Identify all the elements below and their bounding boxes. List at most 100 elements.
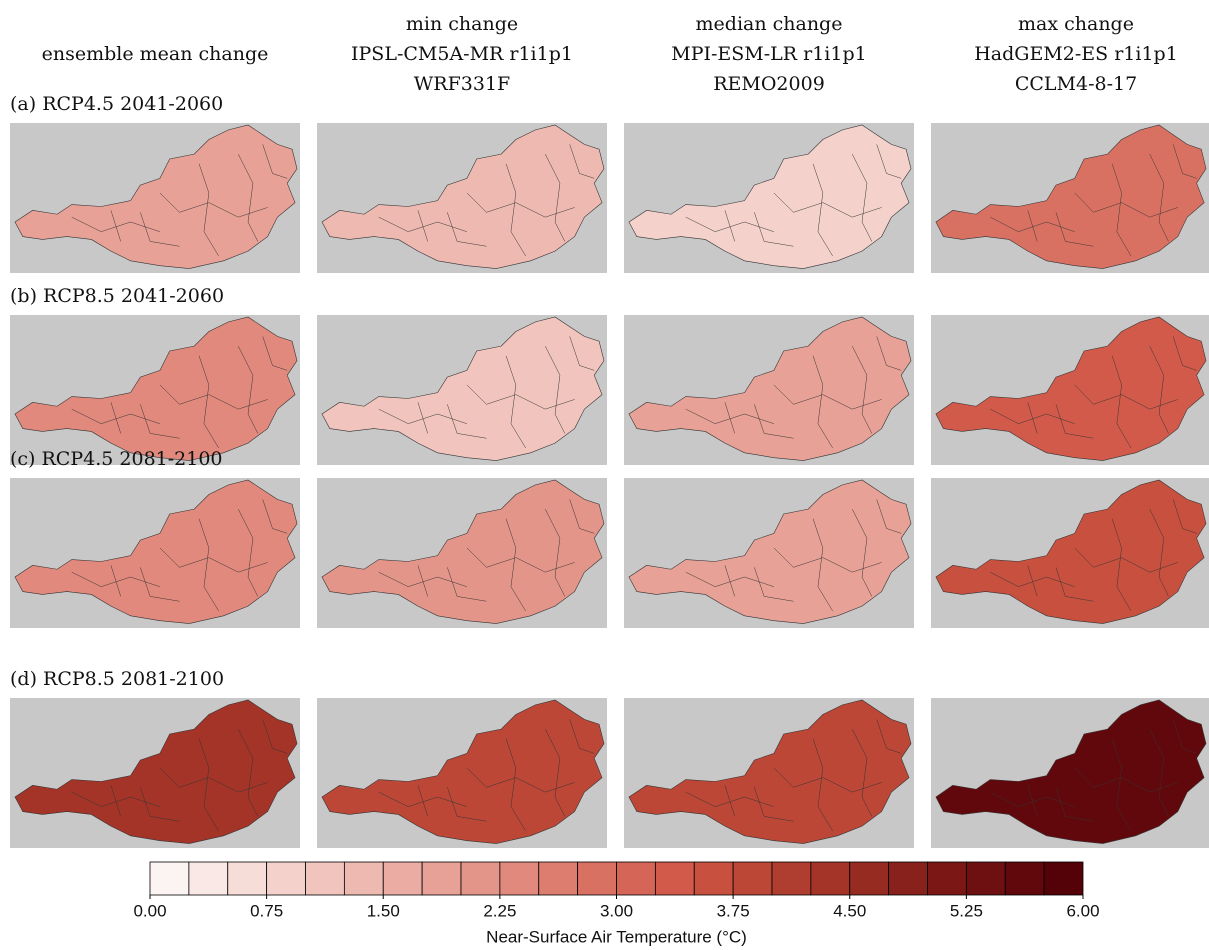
colorbar-bin (616, 861, 656, 896)
map-panel (931, 123, 1209, 273)
district-borders (378, 336, 595, 449)
colorbar-tick-label: 2.25 (483, 901, 516, 920)
colorbar-bin (849, 861, 890, 896)
map-region (14, 699, 298, 844)
map-panel (10, 478, 300, 628)
colorbar-tick-label: 6.00 (1066, 901, 1099, 920)
district-borders (685, 144, 902, 257)
map-shape (628, 699, 912, 844)
map-region (321, 316, 605, 461)
colorbar-bin (810, 861, 851, 896)
colorbar-bin (654, 861, 695, 896)
column-header: ensemble mean change (42, 43, 269, 65)
map-shape (14, 124, 298, 269)
map-panel (317, 698, 607, 848)
colorbar-bin (693, 861, 734, 896)
map-region (628, 479, 912, 624)
colorbar-label: Near-Surface Air Temperature (°C) (486, 927, 747, 946)
map-region (14, 479, 298, 624)
map-panel (317, 123, 607, 273)
colorbar-bin (188, 861, 229, 896)
colorbar-tick-label: 5.25 (950, 901, 983, 920)
colorbar-bin (965, 861, 1006, 896)
map-region (14, 316, 298, 461)
map-shape (321, 316, 605, 461)
row-label: (c) RCP4.5 2081-2100 (10, 448, 223, 470)
district-borders (990, 144, 1197, 257)
colorbar-bin (149, 861, 190, 896)
column-header: median change (696, 13, 843, 35)
map-panel (624, 315, 914, 465)
colorbar-bin (460, 861, 501, 896)
map-panel (624, 698, 914, 848)
row-label: (b) RCP8.5 2041-2060 (10, 285, 224, 307)
district-borders (990, 499, 1197, 612)
colorbar-bin (771, 861, 812, 896)
map-panel (10, 698, 300, 848)
colorbar-bin (927, 861, 967, 896)
map-panel (624, 123, 914, 273)
column-header: CCLM4-8-17 (1015, 73, 1137, 95)
row-label: (d) RCP8.5 2081-2100 (10, 668, 224, 690)
district-borders (71, 719, 288, 832)
district-borders (990, 336, 1197, 449)
colorbar-tick-label: 0.00 (133, 901, 166, 920)
map-region (628, 316, 912, 461)
map-shape (628, 479, 912, 624)
district-borders (71, 336, 288, 449)
map-region (321, 699, 605, 844)
colorbar-bin (888, 861, 928, 896)
map-shape (628, 124, 912, 269)
map-shape (14, 699, 298, 844)
map-region (935, 699, 1207, 844)
map-panel (10, 315, 300, 465)
district-borders (685, 499, 902, 612)
district-borders (71, 499, 288, 612)
map-region (321, 124, 605, 269)
colorbar-bin (343, 861, 384, 896)
colorbar-bin (266, 861, 306, 896)
colorbar-bin (577, 861, 617, 896)
map-region (14, 124, 298, 269)
map-shape (321, 124, 605, 269)
map-region (628, 699, 912, 844)
colorbar-bin (499, 861, 540, 896)
map-panel (317, 315, 607, 465)
colorbar-bin (1004, 861, 1045, 896)
map-panel (931, 478, 1209, 628)
district-borders (685, 336, 902, 449)
colorbar-tick-label: 1.50 (367, 901, 400, 920)
district-borders (685, 719, 902, 832)
colorbar-bin (227, 861, 268, 896)
colorbar-tick-label: 3.00 (600, 901, 633, 920)
row-label: (a) RCP4.5 2041-2060 (10, 93, 223, 115)
map-region (321, 479, 605, 624)
map-region (935, 124, 1207, 269)
map-region (628, 124, 912, 269)
map-shape (628, 316, 912, 461)
column-header: max change (1018, 13, 1134, 35)
district-borders (990, 719, 1197, 832)
map-panel (931, 315, 1209, 465)
colorbar-bin (382, 861, 423, 896)
map-shape (321, 479, 605, 624)
colorbar-bin (1043, 861, 1084, 896)
map-region (935, 316, 1207, 461)
colorbar-tick-label: 0.75 (250, 901, 283, 920)
map-shape (935, 316, 1207, 461)
colorbar-tick-label: 3.75 (717, 901, 750, 920)
colorbar-bin (538, 861, 579, 896)
map-shape (935, 699, 1207, 844)
map-shape (935, 124, 1207, 269)
district-borders (378, 144, 595, 257)
district-borders (378, 719, 595, 832)
map-shape (14, 479, 298, 624)
map-shape (321, 699, 605, 844)
map-panel (624, 478, 914, 628)
column-header: IPSL-CM5A-MR r1i1p1 (351, 43, 573, 65)
column-header: REMO2009 (713, 73, 825, 95)
colorbar-bin (421, 861, 462, 896)
column-header: WRF331F (414, 73, 510, 95)
column-header: MPI-ESM-LR r1i1p1 (671, 43, 866, 65)
column-header: min change (406, 13, 518, 35)
